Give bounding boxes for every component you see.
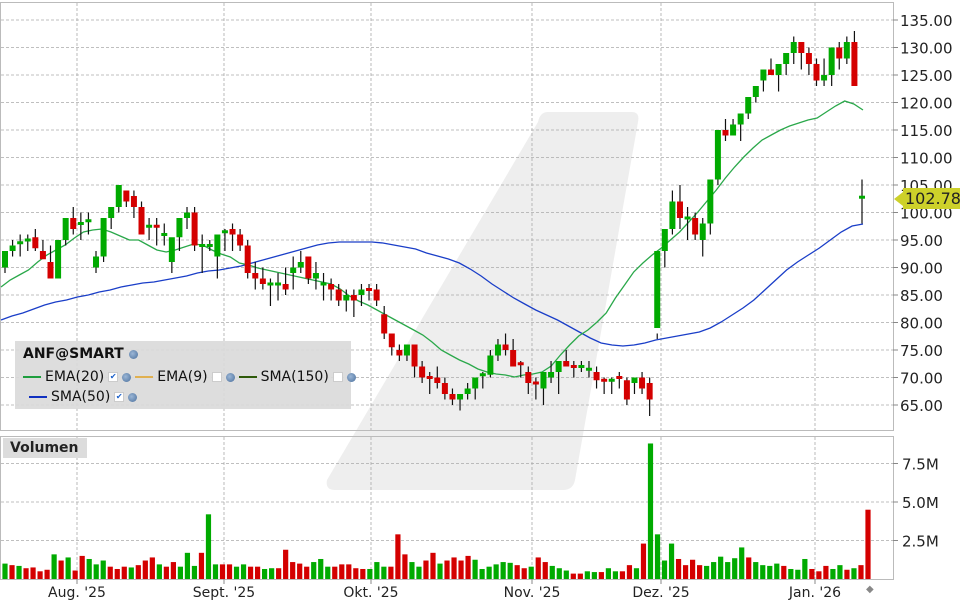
svg-text:Aug. '25: Aug. '25 [48, 585, 106, 600]
ema9-settings-icon[interactable] [225, 372, 235, 382]
svg-text:135.00: 135.00 [900, 12, 953, 30]
sma150-swatch [238, 376, 257, 378]
sma150-settings-icon[interactable] [346, 372, 356, 382]
svg-text:5.0M: 5.0M [902, 494, 939, 512]
svg-text:70.00: 70.00 [900, 370, 943, 388]
sma50-swatch [29, 396, 47, 398]
price-candles [2, 31, 865, 416]
volume-axis: 7.5M 5.0M 2.5M [893, 456, 939, 551]
sma50-settings-icon[interactable] [128, 392, 138, 402]
svg-text:115.00: 115.00 [900, 122, 953, 140]
svg-text:100.00: 100.00 [900, 205, 953, 223]
ema20-settings-icon[interactable] [122, 372, 132, 382]
sma50-line [0, 223, 864, 347]
svg-text:2.5M: 2.5M [902, 533, 939, 551]
legend-item-ema9: EMA(9) [135, 369, 238, 385]
svg-text:80.00: 80.00 [900, 315, 943, 333]
ema20-swatch [23, 376, 41, 378]
indicator-legend: ANF@SMART EMA(20) ✔ EMA(9) SMA(150) SMA(… [15, 341, 356, 409]
svg-text:Okt. '25: Okt. '25 [343, 585, 398, 600]
svg-text:95.00: 95.00 [900, 232, 943, 250]
sma50-checkbox[interactable]: ✔ [114, 392, 125, 402]
legend-item-ema20: EMA(20) ✔ [23, 369, 135, 385]
watermark-logo [326, 112, 639, 490]
svg-text:Nov. '25: Nov. '25 [504, 585, 561, 600]
ema20-line [0, 100, 864, 378]
ema20-label: EMA(20) [45, 369, 105, 385]
ema9-label: EMA(9) [157, 369, 208, 385]
date-axis: Aug. '25 Sept. '25 Okt. '25 Nov. '25 Dez. '2… [48, 579, 841, 600]
svg-text:7.5M: 7.5M [902, 456, 939, 474]
svg-text:Dez. '25: Dez. '25 [632, 585, 689, 600]
svg-text:90.00: 90.00 [900, 260, 943, 278]
svg-text:130.00: 130.00 [900, 40, 953, 58]
svg-text:120.00: 120.00 [900, 95, 953, 113]
volume-panel-label: Volumen [3, 438, 87, 458]
legend-symbol[interactable]: ANF@SMART [23, 346, 124, 362]
svg-text:125.00: 125.00 [900, 67, 953, 85]
volume-bars [2, 443, 871, 579]
svg-text:65.00: 65.00 [900, 397, 943, 415]
last-price-tag: 102.78 [894, 188, 960, 209]
legend-item-sma50: SMA(50) ✔ [29, 389, 141, 405]
ema20-checkbox[interactable]: ✔ [108, 372, 119, 382]
volume-panel-frame [0, 436, 894, 580]
legend-item-sma150: SMA(150) [238, 369, 360, 385]
svg-text:110.00: 110.00 [900, 150, 953, 168]
sma150-checkbox[interactable] [332, 372, 343, 382]
sma150-label: SMA(150) [260, 369, 329, 385]
scroll-right-arrow-icon[interactable]: ◆ [866, 584, 874, 595]
ema9-checkbox[interactable] [211, 372, 222, 382]
symbol-settings-icon[interactable] [129, 350, 138, 359]
svg-text:85.00: 85.00 [900, 287, 943, 305]
price-axis: 135.00130.00125.00120.00115.00110.00105.… [893, 12, 953, 415]
ema9-swatch [135, 376, 154, 378]
svg-text:Jan. '26: Jan. '26 [788, 585, 841, 600]
sma50-label: SMA(50) [51, 389, 111, 405]
svg-text:75.00: 75.00 [900, 342, 943, 360]
svg-text:Sept. '25: Sept. '25 [193, 585, 255, 600]
price-panel-frame [0, 2, 894, 431]
